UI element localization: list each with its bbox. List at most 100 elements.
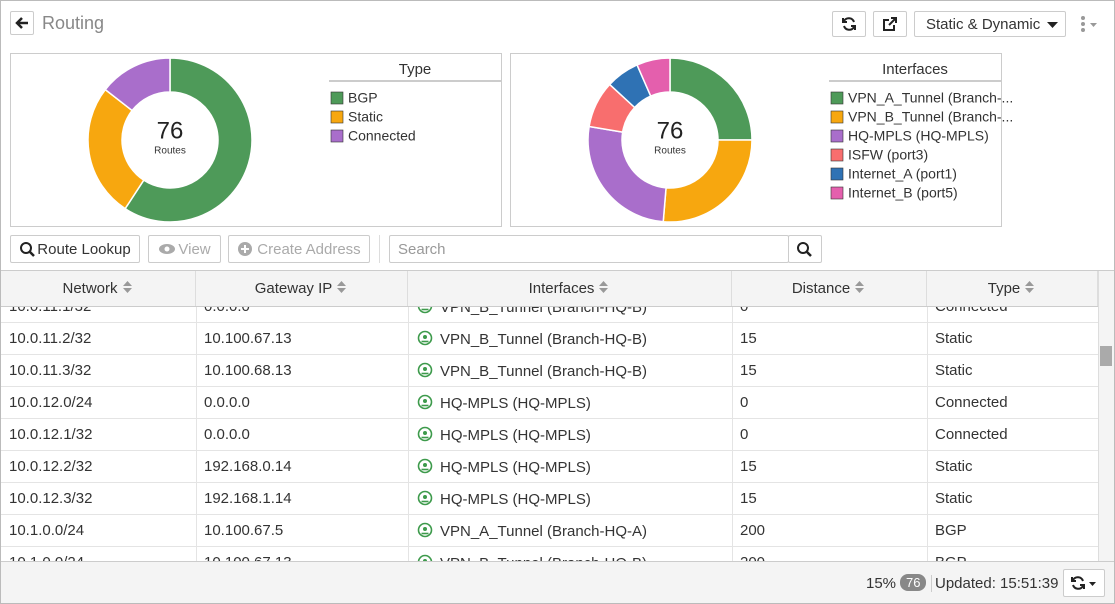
cell-text: VPN_B_Tunnel (Branch-HQ-B)	[440, 555, 647, 561]
back-button[interactable]	[10, 11, 34, 35]
table-cell: HQ-MPLS (HQ-MPLS)	[416, 394, 591, 412]
search-button[interactable]	[788, 235, 822, 263]
cell-text: 10.0.12.3/32	[9, 490, 93, 507]
column-divider	[732, 451, 733, 483]
donut-segment	[104, 57, 171, 112]
column-divider	[196, 355, 197, 387]
column-divider	[408, 419, 409, 451]
interface-icon	[417, 458, 433, 474]
column-divider	[732, 515, 733, 547]
cell-text: Static	[935, 458, 973, 475]
column-divider	[196, 515, 197, 547]
table-cell: VPN_B_Tunnel (Branch-HQ-B)	[416, 362, 647, 380]
refresh-button[interactable]	[832, 11, 866, 37]
column-divider	[927, 419, 928, 451]
scroll-thumb[interactable]	[1100, 346, 1112, 366]
legend-swatch	[330, 110, 344, 124]
table-cell: 0.0.0.0	[204, 426, 250, 443]
table-cell: 200	[740, 554, 765, 561]
cell-text: BGP	[935, 522, 967, 539]
cell-text: HQ-MPLS (HQ-MPLS)	[440, 491, 591, 508]
table-cell: 10.0.12.0/24	[9, 394, 92, 411]
legend-title: Type	[399, 61, 432, 78]
column-divider	[732, 483, 733, 515]
cell-text: 10.1.0.0/24	[9, 522, 85, 539]
cell-text: 192.168.0.14	[204, 458, 292, 475]
column-header[interactable]: Interfaces	[408, 271, 732, 306]
legend-label: Internet_B (port5)	[848, 185, 958, 201]
table-cell: 10.0.12.3/32	[9, 490, 92, 507]
cell-text: HQ-MPLS (HQ-MPLS)	[440, 459, 591, 476]
table-row[interactable]: 10.0.11.3/32 10.100.68.13 VPN_B_Tunnel (Br…	[1, 355, 1098, 387]
legend-label: Internet_A (port1)	[848, 166, 957, 182]
table-cell: 0.0.0.0	[204, 394, 250, 411]
legend-label: BGP	[348, 90, 378, 106]
table-cell: 192.168.1.14	[204, 490, 292, 507]
button-label: Create Address	[257, 240, 361, 258]
column-divider	[196, 483, 197, 515]
table-cell: 10.0.11.3/32	[9, 362, 91, 379]
table-cell: 15	[740, 362, 757, 379]
column-header[interactable]: Network	[1, 271, 196, 306]
column-divider	[927, 547, 928, 561]
table-row[interactable]: 10.1.0.0/24 10.100.67.5 VPN_A_Tunnel (Bran…	[1, 515, 1098, 547]
cell-text: 10.100.67.13	[204, 554, 292, 561]
table-cell: BGP	[935, 522, 967, 539]
table-row[interactable]: 10.0.12.3/32 192.168.1.14 HQ-MPLS (HQ-MPLS…	[1, 483, 1098, 515]
view-button[interactable]: View	[148, 235, 221, 263]
column-title: Gateway IP	[254, 280, 333, 297]
column-divider	[732, 307, 733, 323]
table-cell: 200	[740, 522, 765, 539]
scrollbar[interactable]	[1098, 271, 1114, 561]
sort-icon	[1025, 281, 1035, 293]
column-divider	[732, 355, 733, 387]
more-menu[interactable]	[1079, 15, 1101, 33]
interface-icon	[417, 426, 433, 442]
column-header[interactable]: Distance	[732, 271, 927, 306]
sort-icon	[337, 281, 347, 293]
table-row[interactable]: 10.0.11.1/32 0.0.0.0 VPN_B_Tunnel (Branch-…	[1, 306, 1098, 323]
table-cell: HQ-MPLS (HQ-MPLS)	[416, 490, 591, 508]
cell-text: 10.0.11.1/32	[9, 306, 92, 315]
column-divider	[196, 419, 197, 451]
table-row[interactable]: 10.0.12.2/32 192.168.0.14 HQ-MPLS (HQ-MPLS…	[1, 451, 1098, 483]
create-address-button[interactable]: Create Address	[228, 235, 370, 263]
table-row[interactable]: 10.1.0.0/24 10.100.67.13 VPN_B_Tunnel (Bra…	[1, 547, 1098, 561]
type-chart-panel	[10, 53, 502, 227]
cell-text: HQ-MPLS (HQ-MPLS)	[440, 427, 591, 444]
table-cell: 15	[740, 330, 757, 347]
table-cell: Connected	[935, 394, 1008, 411]
table-cell: 10.0.12.2/32	[9, 458, 92, 475]
column-header[interactable]: Type	[927, 271, 1098, 306]
legend-swatch	[830, 129, 844, 143]
table-cell: VPN_A_Tunnel (Branch-HQ-A)	[416, 522, 647, 540]
table-cell: Connected	[935, 426, 1008, 443]
external-button[interactable]	[873, 11, 907, 37]
interface-icon	[417, 522, 433, 538]
column-header[interactable]: Gateway IP	[196, 271, 408, 306]
table-cell: Static	[935, 458, 973, 475]
filter-dropdown[interactable]: Static & Dynamic	[914, 11, 1066, 37]
table-row[interactable]: 10.0.12.0/24 0.0.0.0 HQ-MPLS (HQ-MPLS) 0 Con…	[1, 387, 1098, 419]
cell-text: Connected	[935, 426, 1008, 443]
column-divider	[732, 387, 733, 419]
table-cell: 10.100.67.13	[204, 554, 292, 561]
route-lookup-button[interactable]: Route Lookup	[10, 235, 140, 263]
table-cell: 15	[740, 490, 757, 507]
column-title: Distance	[791, 280, 851, 297]
sort-icon	[599, 281, 609, 293]
auto-refresh-button[interactable]	[1063, 569, 1105, 597]
table-row[interactable]: 10.0.12.1/32 0.0.0.0 HQ-MPLS (HQ-MPLS) 0 Con…	[1, 419, 1098, 451]
table-border	[1, 270, 1114, 271]
search-input[interactable]: Search	[389, 235, 789, 263]
donut-center-label: Routes	[154, 146, 186, 157]
interface-icon	[417, 330, 433, 346]
table-row[interactable]: 10.0.11.2/32 10.100.67.13 VPN_B_Tunnel (Br…	[1, 323, 1098, 355]
cell-text: VPN_B_Tunnel (Branch-HQ-B)	[440, 306, 648, 316]
cell-text: 0	[740, 394, 749, 411]
table-cell: 0	[740, 394, 748, 411]
legend-swatch	[830, 110, 844, 124]
table-cell: Static	[935, 490, 973, 507]
dropdown-caret	[1047, 22, 1058, 28]
